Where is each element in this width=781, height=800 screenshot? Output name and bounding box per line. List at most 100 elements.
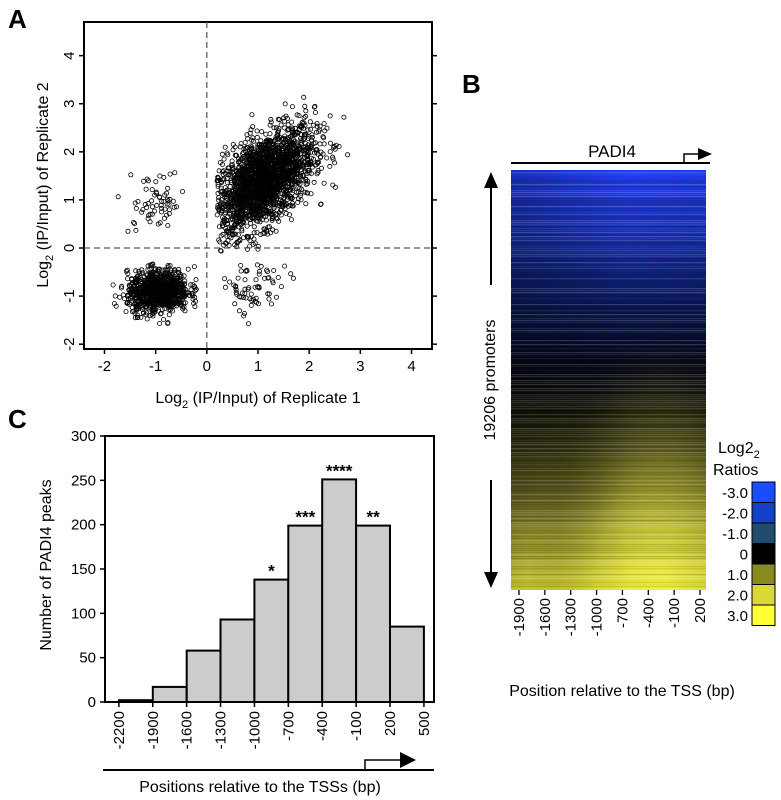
scatter-point [153, 293, 159, 299]
heatmap-row-stripe [511, 492, 706, 494]
scatter-point [272, 175, 278, 181]
scatter-point [271, 156, 277, 162]
scatter-point [149, 204, 155, 210]
heatmap-row-stripe [511, 294, 706, 296]
heatmap-row-stripe [511, 172, 706, 174]
scatter-point [218, 248, 224, 254]
scatter-point [248, 182, 254, 188]
heatmap-row-stripe [511, 548, 706, 550]
scatter-point [261, 160, 267, 166]
scatter-point [165, 274, 171, 280]
heatmap-row-stripe [511, 398, 706, 400]
heatmap-row-stripe [511, 480, 706, 482]
heatmap-row-stripe [511, 354, 706, 356]
scatter-point [248, 147, 254, 153]
scatter-point [244, 267, 250, 273]
scatter-point [274, 216, 280, 222]
heatmap-row-stripe [511, 252, 706, 254]
heatmap-row-stripe [511, 556, 706, 558]
scatter-point [138, 314, 144, 320]
heatmap-row-stripe [511, 428, 706, 430]
scatter-point [290, 275, 296, 281]
scatter-point [155, 280, 161, 286]
scatter-point [300, 121, 306, 127]
scatter-point [267, 145, 273, 151]
scatter-point [190, 296, 196, 302]
histogram-x-tick-label: -2200 [111, 711, 128, 749]
heatmap-row-stripe [511, 196, 706, 198]
scatter-point [261, 193, 267, 199]
histogram-y-tick-label: 0 [88, 694, 96, 711]
scatter-point [154, 202, 160, 208]
heatmap-row-stripe [511, 456, 706, 458]
heatmap-row-stripe [511, 562, 706, 564]
colorbar-label: -1.0 [722, 526, 748, 543]
scatter-point [322, 128, 328, 134]
scatter-point [240, 235, 246, 241]
scatter-point [264, 197, 270, 203]
heatmap-row-stripe [511, 584, 706, 586]
scatter-point [292, 138, 298, 144]
scatter-point [220, 201, 226, 207]
scatter-point [157, 320, 163, 326]
scatter-point [311, 179, 317, 185]
scatter-point [216, 237, 222, 243]
scatter-point [237, 176, 243, 182]
scatter-point [222, 216, 228, 222]
scatter-point [307, 126, 313, 132]
x-label-subscript: 2 [182, 399, 188, 411]
scatter-point [151, 307, 157, 313]
heatmap-row-stripe [511, 224, 706, 226]
scatter-point [228, 201, 234, 207]
heatmap-row-stripe [511, 308, 706, 310]
panel-label-b: B [462, 69, 481, 99]
heatmap-row-stripe [511, 314, 706, 316]
y-tick-label: 4 [61, 51, 78, 59]
colorbar-label: 2.0 [727, 588, 748, 605]
scatter-point [154, 287, 160, 293]
heatmap-row-stripe [511, 402, 706, 404]
scatter-point [286, 212, 292, 218]
heatmap-row-stripe [511, 438, 706, 440]
scatter-point [247, 188, 253, 194]
heatmap-row-stripe [511, 358, 706, 360]
scatter-point [296, 155, 302, 161]
scatter-point [156, 268, 162, 274]
scatter-point [258, 232, 264, 238]
scatter-point [158, 202, 164, 208]
scatter-point [252, 189, 258, 195]
scatter-point [282, 263, 288, 269]
heatmap-row-stripe [511, 242, 706, 244]
histogram-y-axis-label: Number of PADI4 peaks [38, 479, 55, 650]
scatter-point [163, 285, 169, 291]
scatter-point [267, 138, 273, 144]
heatmap-x-axis-label: Position relative to the TSS (bp) [509, 683, 735, 700]
scatter-point [269, 180, 275, 186]
scatter-point [285, 122, 291, 128]
heatmap-row-stripe [511, 494, 706, 496]
heatmap-x-tick-label: -400 [640, 598, 657, 628]
heatmap-row-stripe [511, 576, 706, 578]
colorbar-label: 1.0 [727, 567, 748, 584]
scatter-point [238, 268, 244, 274]
heatmap-row-stripe [511, 490, 706, 492]
heatmap-row-stripe [511, 388, 706, 390]
scatter-point [148, 286, 154, 292]
scatter-point [191, 264, 197, 270]
scatter-point [241, 196, 247, 202]
scatter-point [274, 165, 280, 171]
scatter-point [179, 285, 185, 291]
heatmap-row-stripe [511, 264, 706, 266]
scatter-point [190, 293, 196, 299]
heatmap-row-stripe [511, 352, 706, 354]
scatter-point [303, 132, 309, 138]
heatmap-row-stripe [511, 236, 706, 238]
heatmap-row-stripe [511, 396, 706, 398]
scatter-point [257, 145, 263, 151]
scatter-point [273, 125, 279, 131]
scatter-point [284, 158, 290, 164]
panel-label-c: C [8, 404, 27, 434]
scatter-point [273, 294, 279, 300]
scatter-point [233, 212, 239, 218]
